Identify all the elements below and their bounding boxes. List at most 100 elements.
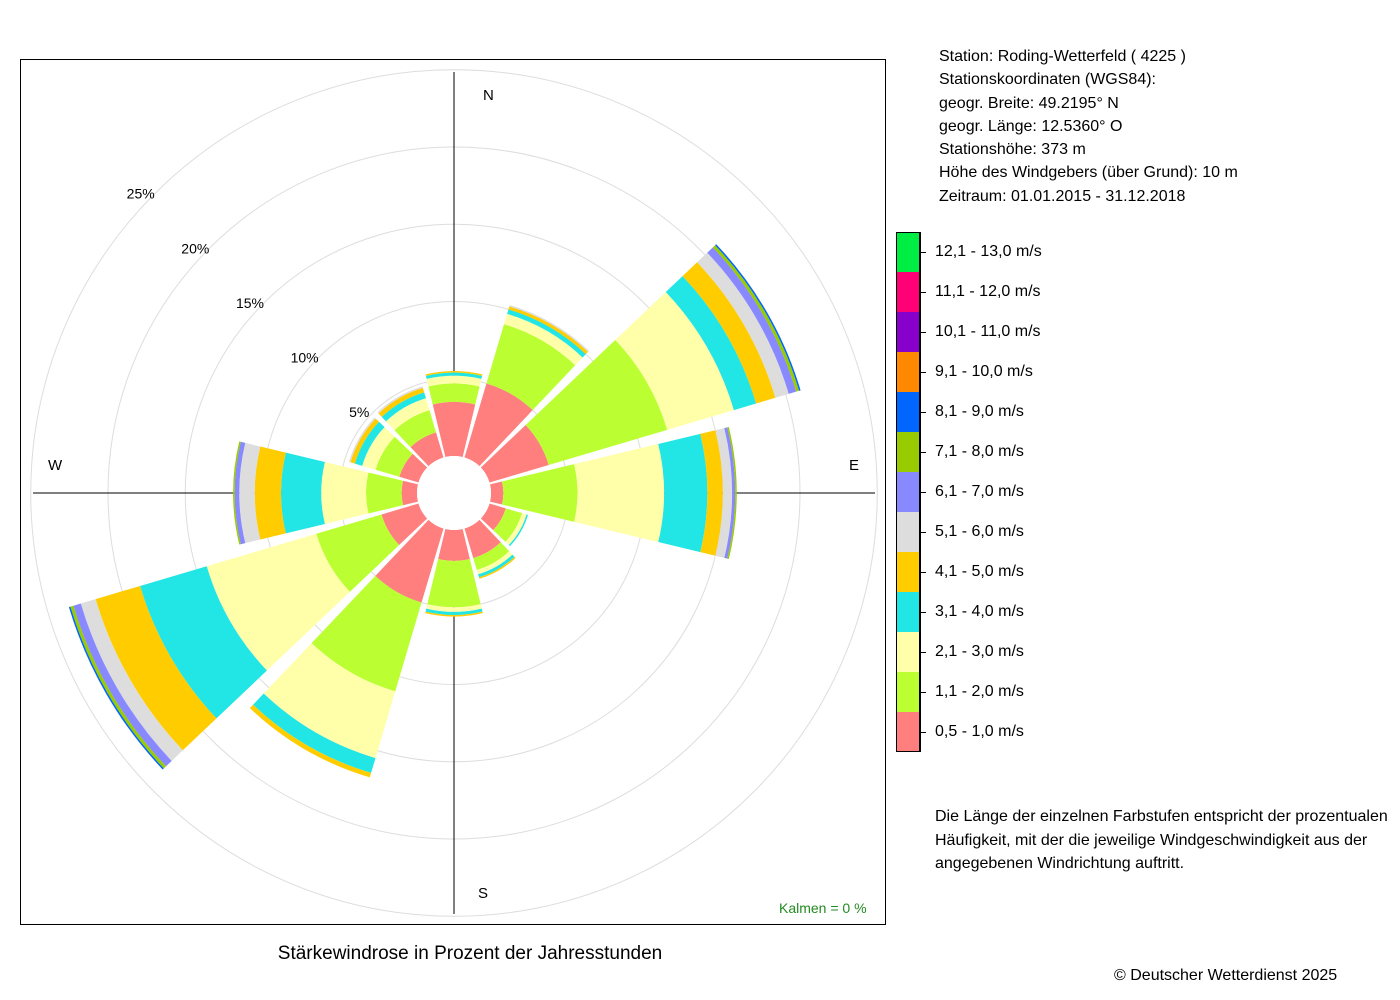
petal-segment bbox=[615, 292, 734, 430]
petal-segment bbox=[426, 604, 482, 612]
legend-tick bbox=[920, 492, 926, 493]
petal-segment bbox=[525, 339, 668, 465]
legend-swatch bbox=[896, 352, 920, 392]
legend-label: 2,1 - 3,0 m/s bbox=[935, 643, 1024, 660]
petal-segment bbox=[700, 430, 723, 556]
legend-label: 9,1 - 10,0 m/s bbox=[935, 363, 1033, 380]
petal-segment bbox=[425, 611, 483, 617]
legend-item: 4,1 - 5,0 m/s bbox=[896, 552, 1196, 592]
petal-segment bbox=[80, 599, 183, 761]
note-line: angegebenen Windrichtung auftritt. bbox=[935, 855, 1185, 872]
petal-segment bbox=[410, 432, 444, 467]
radial-tick-label: 25% bbox=[127, 186, 155, 202]
petal-segment bbox=[658, 433, 708, 553]
legend-swatch bbox=[896, 272, 920, 312]
legend-tick bbox=[920, 332, 926, 333]
petal-segment bbox=[140, 566, 267, 719]
legend-swatch bbox=[896, 632, 920, 672]
station-coords-heading: Stationskoordinaten (WGS84): bbox=[939, 71, 1156, 89]
petal-segment bbox=[378, 387, 425, 417]
petal-segment bbox=[486, 324, 576, 411]
petal-segment bbox=[493, 508, 523, 542]
petal-segment bbox=[239, 442, 261, 544]
petal-segment bbox=[425, 372, 483, 379]
station-name: Station: Roding-Wetterfeld ( 4225 ) bbox=[939, 48, 1186, 65]
petal-segment bbox=[281, 452, 325, 534]
legend-tick bbox=[920, 652, 926, 653]
center-hole bbox=[417, 456, 491, 530]
legend-item: 2,1 - 3,0 m/s bbox=[896, 632, 1196, 672]
legend-tick bbox=[920, 252, 926, 253]
legend-item: 0,5 - 1,0 m/s bbox=[896, 712, 1196, 752]
petal-segment bbox=[476, 551, 513, 575]
legend-swatch bbox=[896, 432, 920, 472]
calms-label: Kalmen = 0 % bbox=[779, 900, 867, 916]
petal-segment bbox=[724, 427, 736, 559]
legend-label: 4,1 - 5,0 m/s bbox=[935, 563, 1024, 580]
legend-swatch bbox=[896, 592, 920, 632]
petal-segment bbox=[489, 481, 504, 505]
petal-segment bbox=[73, 603, 172, 767]
legend-item: 7,1 - 8,0 m/s bbox=[896, 432, 1196, 472]
petal-segment bbox=[381, 503, 428, 546]
grid-circle bbox=[30, 69, 878, 917]
legend-swatch bbox=[896, 472, 920, 512]
legend-label: 8,1 - 9,0 m/s bbox=[935, 403, 1024, 420]
petal-segment bbox=[480, 503, 506, 531]
petal-segment bbox=[350, 418, 379, 464]
legend-item: 12,1 - 13,0 m/s bbox=[896, 232, 1196, 272]
petal-segment bbox=[206, 533, 350, 671]
legend-item: 3,1 - 4,0 m/s bbox=[896, 592, 1196, 632]
petal-segment bbox=[432, 401, 476, 458]
legend-label: 12,1 - 13,0 m/s bbox=[935, 243, 1042, 260]
petal-segment bbox=[715, 428, 733, 558]
petal-segment bbox=[508, 306, 588, 355]
legend-label: 3,1 - 4,0 m/s bbox=[935, 603, 1024, 620]
petal-segment bbox=[480, 424, 549, 483]
legend-tick bbox=[920, 532, 926, 533]
explanation-note: Die Länge der einzelnen Farbstufen entsp… bbox=[935, 805, 1395, 876]
petal-segment bbox=[438, 528, 470, 561]
note-line: Häufigkeit, mit der die jeweilige Windge… bbox=[935, 831, 1368, 849]
petal-segment bbox=[249, 704, 372, 778]
compass-label-w: W bbox=[48, 457, 63, 474]
petal-segment bbox=[426, 375, 482, 387]
petal-segment bbox=[508, 514, 528, 547]
radial-tick-label: 15% bbox=[236, 295, 264, 311]
petal-segment bbox=[427, 559, 481, 608]
legend-swatch bbox=[896, 712, 920, 752]
legend-tick bbox=[920, 732, 926, 733]
legend-tick bbox=[920, 292, 926, 293]
station-longitude: geogr. Länge: 12.5360° O bbox=[939, 117, 1123, 135]
petal-segment bbox=[375, 519, 444, 603]
wind-rose-plot: 5% 10% 15% 20% 25% N E S W Kalmen = 0 % bbox=[20, 59, 886, 925]
petal-segment bbox=[727, 427, 737, 559]
petal-segment bbox=[425, 608, 483, 615]
petal-segment bbox=[253, 693, 376, 773]
petal-segment bbox=[348, 417, 376, 463]
petal-segment bbox=[473, 542, 510, 570]
station-elevation: Stationshöhe: 373 m bbox=[939, 141, 1086, 159]
compass-label-n: N bbox=[483, 87, 494, 104]
legend-label: 11,1 - 12,0 m/s bbox=[935, 283, 1041, 300]
petal-segment bbox=[375, 436, 413, 477]
time-period: Zeitraum: 01.01.2015 - 31.12.2018 bbox=[939, 187, 1186, 205]
legend-swatch bbox=[896, 552, 920, 592]
note-line: Die Länge der einzelnen Farbstufen entsp… bbox=[935, 808, 1388, 825]
compass-label-s: S bbox=[478, 885, 488, 902]
petal-segment bbox=[502, 464, 578, 522]
legend-swatch bbox=[896, 512, 920, 552]
compass-label-e: E bbox=[849, 457, 859, 474]
legend-label: 1,1 - 2,0 m/s bbox=[935, 683, 1024, 700]
legend-tick bbox=[920, 452, 926, 453]
petal-segment bbox=[505, 513, 527, 546]
petal-segment bbox=[233, 441, 241, 545]
anemometer-height: Höhe des Windgebers (über Grund): 10 m bbox=[939, 164, 1238, 182]
radial-tick-label: 20% bbox=[181, 240, 209, 256]
legend-tick bbox=[920, 372, 926, 373]
petal-segment bbox=[354, 421, 385, 466]
radial-tick-label: 5% bbox=[349, 404, 369, 420]
petal-segment bbox=[478, 556, 516, 579]
radial-tick-label: 10% bbox=[291, 350, 319, 366]
petal-segment bbox=[682, 262, 776, 404]
